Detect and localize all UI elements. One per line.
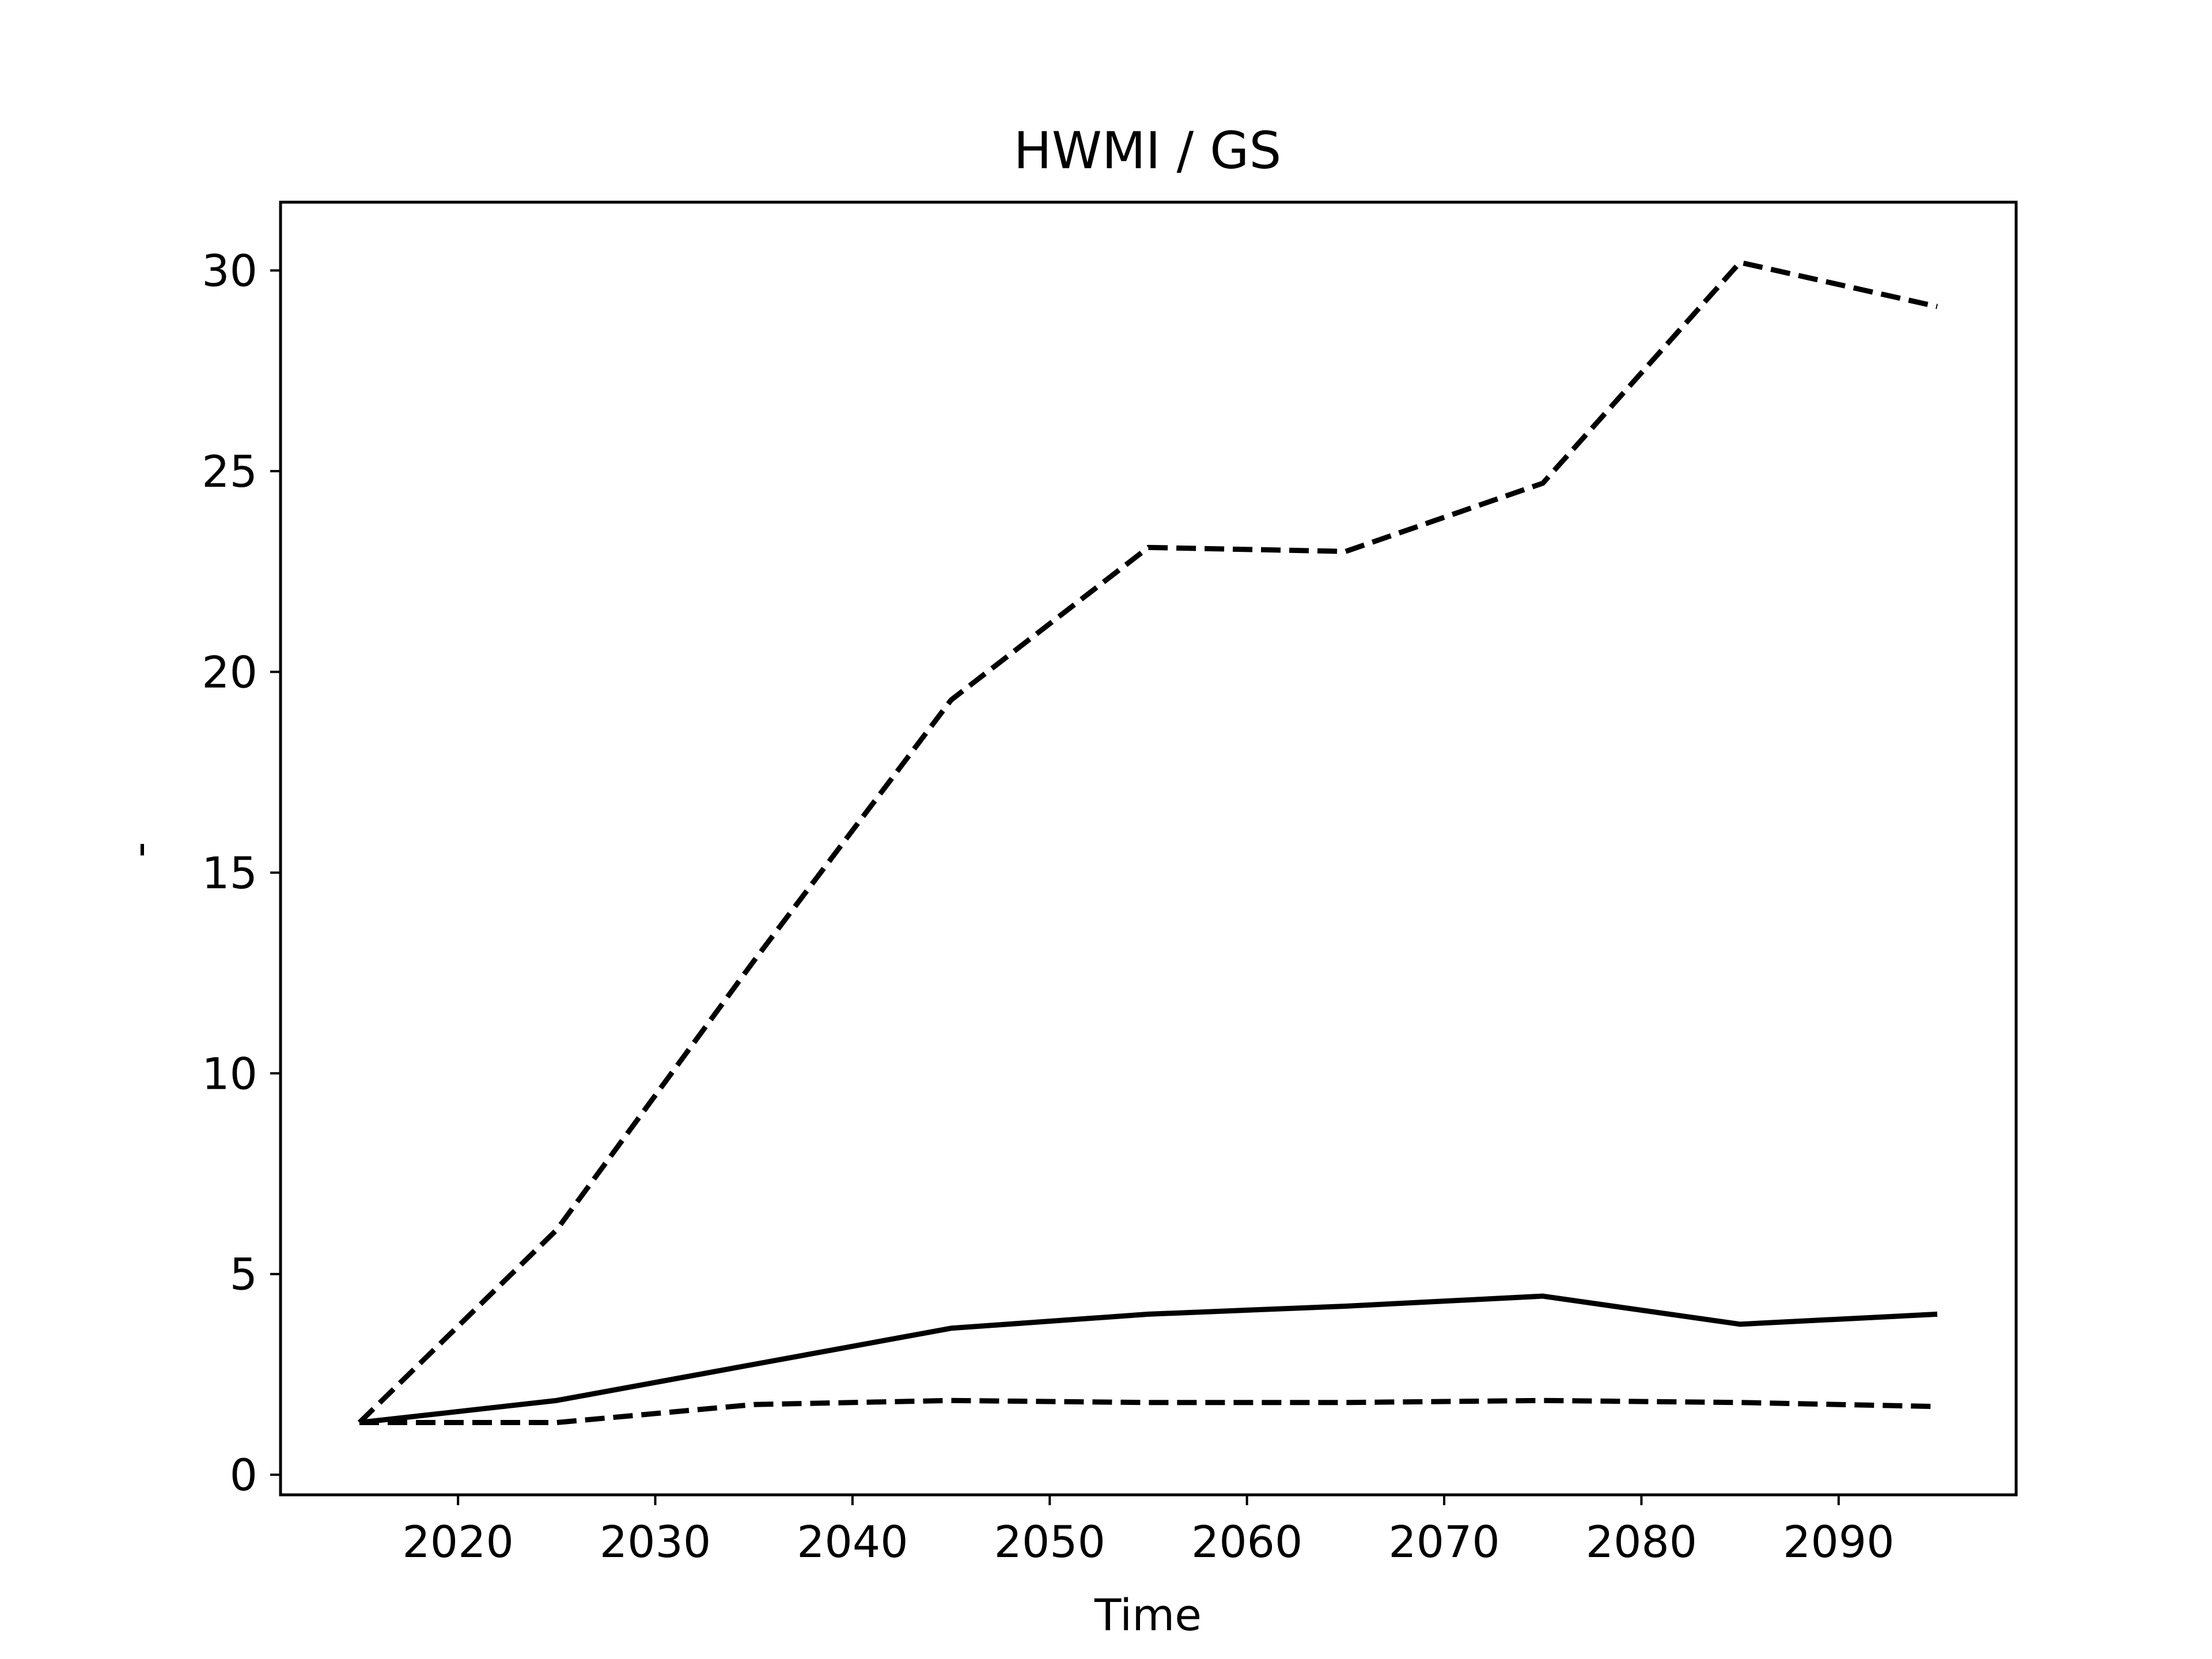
dashed-series-line-0 bbox=[357, 260, 1938, 1425]
x-tick-label: 2030 bbox=[600, 1516, 711, 1567]
y-tick-label: 25 bbox=[202, 446, 257, 497]
y-axis: 0 5 10 15 20 25 30 bbox=[202, 245, 281, 1501]
solid-series-line-1 bbox=[359, 1293, 1938, 1426]
series-layer bbox=[357, 260, 1938, 1426]
x-tick-label: 2060 bbox=[1191, 1516, 1302, 1567]
x-tick-label: 2020 bbox=[402, 1516, 513, 1567]
plot-frame bbox=[279, 200, 2018, 1497]
x-tick-label: 2070 bbox=[1388, 1516, 1499, 1567]
chart-title: HWMI / GS bbox=[1014, 121, 1282, 180]
x-tick-label: 2040 bbox=[797, 1516, 908, 1567]
x-tick-label: 2090 bbox=[1783, 1516, 1894, 1567]
x-tick-label: 2050 bbox=[994, 1516, 1105, 1567]
x-axis: 2020 2030 2040 2050 2060 2070 2080 2090 bbox=[402, 1495, 1895, 1567]
x-axis-label: Time bbox=[1094, 1589, 1202, 1641]
y-tick-label: 0 bbox=[230, 1449, 257, 1501]
y-axis-label: - bbox=[113, 842, 165, 857]
x-tick-label: 2080 bbox=[1586, 1516, 1697, 1567]
y-tick-label: 30 bbox=[202, 245, 257, 296]
dashed-series-line-2 bbox=[359, 1397, 1938, 1426]
y-tick-label: 20 bbox=[202, 646, 257, 698]
y-tick-label: 10 bbox=[202, 1048, 257, 1099]
y-tick-label: 5 bbox=[230, 1249, 257, 1300]
y-tick-label: 15 bbox=[202, 847, 257, 899]
